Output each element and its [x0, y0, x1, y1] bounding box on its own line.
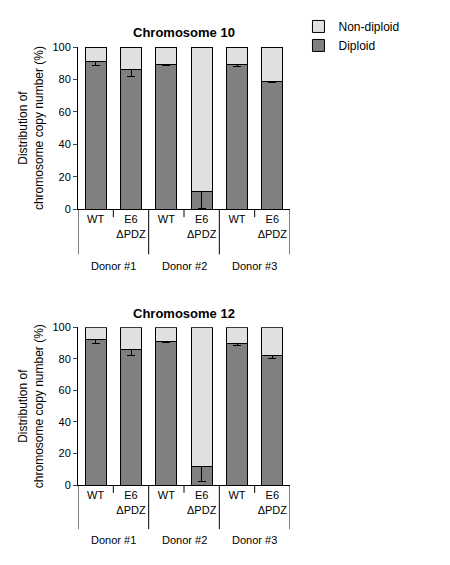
svg-text:WT: WT: [87, 489, 104, 501]
svg-text:40: 40: [59, 416, 71, 428]
svg-text:Distribution ofchromosome copy: Distribution ofchromosome copy number (%…: [16, 324, 46, 488]
svg-text:100: 100: [52, 321, 70, 333]
svg-text:WT: WT: [228, 489, 245, 501]
svg-text:WT: WT: [87, 213, 104, 225]
svg-text:Donor #3: Donor #3: [232, 260, 277, 272]
svg-text:Donor #3: Donor #3: [232, 534, 277, 546]
svg-text:Chromosome 10: Chromosome 10: [133, 25, 235, 40]
svg-text:20: 20: [59, 171, 71, 183]
svg-text:Chromosome 12: Chromosome 12: [133, 306, 235, 321]
svg-text:Donor #2: Donor #2: [162, 534, 207, 546]
svg-text:E6ΔPDZ: E6ΔPDZ: [116, 489, 146, 515]
svg-text:60: 60: [59, 384, 71, 396]
svg-text:Non-diploid: Non-diploid: [338, 20, 399, 34]
svg-text:20: 20: [59, 447, 71, 459]
svg-text:WT: WT: [158, 213, 175, 225]
svg-text:40: 40: [59, 138, 71, 150]
svg-text:WT: WT: [228, 213, 245, 225]
svg-text:0: 0: [65, 203, 71, 215]
svg-text:E6ΔPDZ: E6ΔPDZ: [258, 489, 288, 515]
svg-text:WT: WT: [158, 489, 175, 501]
svg-text:80: 80: [59, 353, 71, 365]
svg-text:Donor #1: Donor #1: [91, 534, 136, 546]
svg-text:0: 0: [65, 479, 71, 491]
svg-text:100: 100: [52, 41, 70, 53]
svg-text:Donor #1: Donor #1: [91, 260, 136, 272]
svg-text:Distribution ofchromosome copy: Distribution ofchromosome copy number (%…: [16, 46, 46, 210]
svg-text:Diploid: Diploid: [338, 39, 375, 53]
svg-text:Donor #2: Donor #2: [162, 260, 207, 272]
svg-text:E6ΔPDZ: E6ΔPDZ: [187, 213, 217, 239]
svg-text:E6ΔPDZ: E6ΔPDZ: [258, 213, 288, 239]
svg-text:60: 60: [59, 106, 71, 118]
svg-text:80: 80: [59, 73, 71, 85]
svg-text:E6ΔPDZ: E6ΔPDZ: [187, 489, 217, 515]
svg-text:E6ΔPDZ: E6ΔPDZ: [116, 213, 146, 239]
